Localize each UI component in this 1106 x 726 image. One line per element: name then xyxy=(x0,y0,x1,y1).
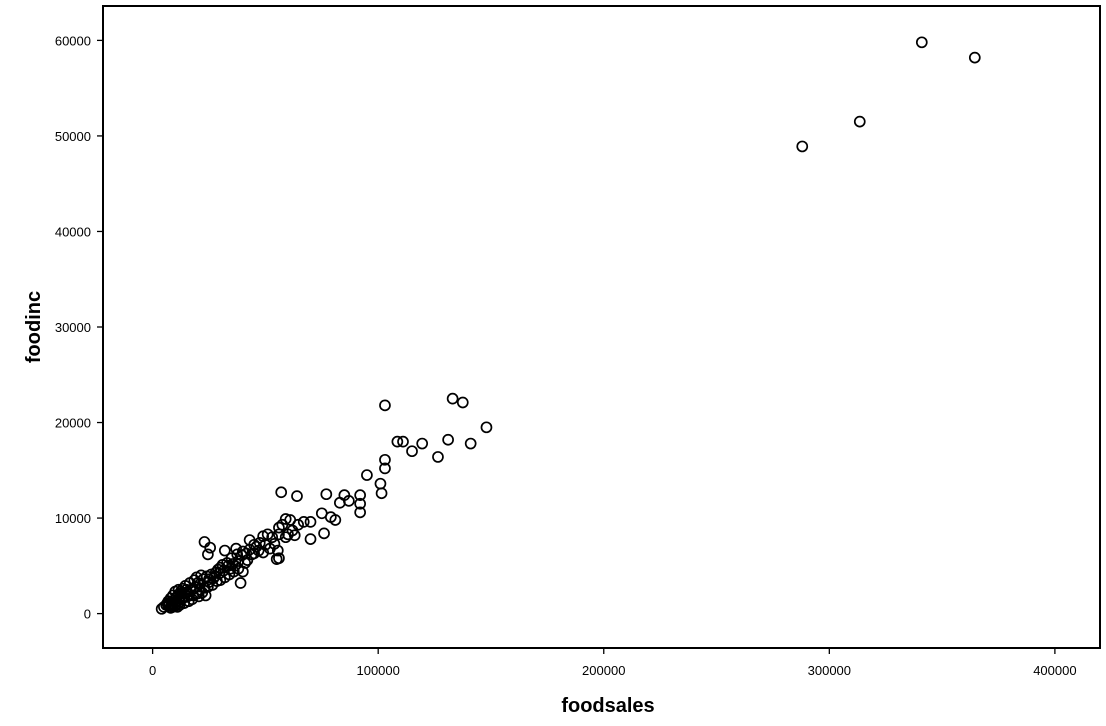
data-point xyxy=(276,518,289,531)
data-point xyxy=(253,537,266,549)
data-point xyxy=(282,528,294,541)
data-point xyxy=(442,433,454,446)
data-point xyxy=(237,565,249,578)
data-point xyxy=(354,489,366,501)
data-point xyxy=(273,552,285,565)
data-point xyxy=(304,516,317,528)
data-point xyxy=(432,451,444,463)
y-tick-label: 20000 xyxy=(55,416,91,431)
x-tick-label: 300000 xyxy=(808,663,851,678)
data-point xyxy=(379,462,391,475)
data-point xyxy=(968,51,981,64)
data-point xyxy=(374,477,387,490)
y-tick-label: 0 xyxy=(84,607,91,622)
y-tick-label: 50000 xyxy=(55,129,91,144)
data-point xyxy=(191,577,204,589)
y-tick-label: 40000 xyxy=(55,224,91,239)
data-point xyxy=(416,437,429,450)
data-point xyxy=(354,497,366,510)
data-point xyxy=(259,538,272,551)
data-point xyxy=(224,562,237,575)
data-point xyxy=(203,573,215,586)
x-axis: 0 100000 200000 300000 400000 xyxy=(149,648,1077,678)
data-point xyxy=(182,588,195,601)
data-point xyxy=(480,421,493,434)
data-point xyxy=(304,533,317,545)
data-point xyxy=(796,140,809,153)
data-point xyxy=(354,506,366,519)
data-point xyxy=(199,589,212,602)
data-point xyxy=(320,488,333,501)
data-point xyxy=(291,490,303,502)
data-point xyxy=(230,542,242,555)
data-point xyxy=(231,548,244,561)
data-point xyxy=(464,437,477,450)
y-tick-label: 10000 xyxy=(55,511,91,526)
y-tick-label: 60000 xyxy=(55,33,91,48)
data-point xyxy=(397,435,409,448)
data-point xyxy=(248,538,260,551)
x-tick-label: 400000 xyxy=(1033,663,1076,678)
data-point xyxy=(456,396,469,409)
x-tick-label: 0 xyxy=(149,663,156,678)
data-point xyxy=(406,445,418,458)
y-axis: 0 10000 20000 30000 40000 50000 60000 xyxy=(55,33,103,622)
data-point xyxy=(163,598,176,610)
data-point xyxy=(275,486,288,499)
data-point xyxy=(198,536,211,548)
data-point xyxy=(202,548,214,561)
data-point xyxy=(234,577,247,589)
data-point xyxy=(915,36,928,49)
data-point xyxy=(379,453,391,466)
data-point xyxy=(240,547,253,560)
data-point xyxy=(361,469,373,481)
data-point xyxy=(211,575,223,587)
data-point xyxy=(297,516,310,528)
y-tick-label: 30000 xyxy=(55,320,91,335)
data-point xyxy=(279,513,292,525)
x-tick-label: 100000 xyxy=(356,663,399,678)
data-point xyxy=(329,514,342,526)
data-point xyxy=(446,392,459,405)
data-point xyxy=(271,544,284,557)
data-point xyxy=(273,521,285,534)
data-point xyxy=(266,531,279,544)
data-point xyxy=(853,115,866,128)
data-point xyxy=(333,496,346,509)
plot-frame xyxy=(102,5,1101,649)
data-points xyxy=(155,36,981,615)
data-point xyxy=(279,531,292,544)
data-point xyxy=(204,541,216,554)
data-point xyxy=(217,564,230,577)
data-point xyxy=(391,435,404,448)
data-point xyxy=(318,527,330,540)
data-point xyxy=(218,544,231,557)
data-point xyxy=(170,595,183,608)
y-axis-title: foodinc xyxy=(23,291,45,363)
data-point xyxy=(379,399,391,412)
x-axis-title: foodsales xyxy=(561,695,654,717)
data-point xyxy=(375,487,388,500)
x-tick-label: 200000 xyxy=(582,663,625,678)
